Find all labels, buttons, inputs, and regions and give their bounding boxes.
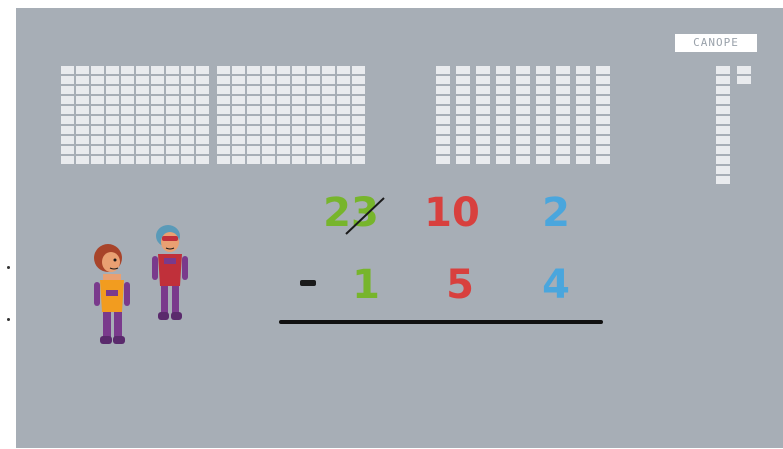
- one-unit: [716, 146, 730, 154]
- ten-rod: [516, 64, 530, 164]
- one-unit: [716, 136, 730, 144]
- one-unit: [716, 156, 730, 164]
- one-unit: [716, 96, 730, 104]
- boy-character: [152, 225, 188, 320]
- ten-rod: [576, 64, 590, 164]
- one-unit: [716, 166, 730, 174]
- ten-rod: [496, 64, 510, 164]
- strike-through-mark: [345, 197, 385, 235]
- girl-character: [94, 244, 130, 344]
- one-unit: [737, 76, 751, 84]
- bottom-tens-digit: 5: [446, 262, 474, 308]
- one-unit: [716, 76, 730, 84]
- canope-logo: CANOPE: [675, 34, 757, 52]
- minus-sign: [300, 280, 316, 286]
- top-tens-digit: 10: [424, 190, 480, 236]
- side-dot: [7, 318, 10, 321]
- hundred-flat: [61, 64, 209, 164]
- one-unit: [716, 86, 730, 94]
- ten-rod: [436, 64, 450, 164]
- one-unit: [716, 106, 730, 114]
- bottom-hundreds-digit: 1: [352, 262, 380, 308]
- one-unit: [716, 66, 730, 74]
- one-unit: [716, 116, 730, 124]
- answer-line: [279, 320, 603, 324]
- side-dot: [7, 266, 10, 269]
- ten-rod: [456, 64, 470, 164]
- ten-rod: [476, 64, 490, 164]
- bottom-ones-digit: 4: [542, 262, 570, 308]
- ten-rod: [536, 64, 550, 164]
- one-unit: [716, 126, 730, 134]
- hundred-flat: [217, 64, 365, 164]
- top-ones-digit: 2: [542, 190, 570, 236]
- ten-rod: [556, 64, 570, 164]
- one-unit: [737, 66, 751, 74]
- one-unit: [716, 176, 730, 184]
- ten-rod: [596, 64, 610, 164]
